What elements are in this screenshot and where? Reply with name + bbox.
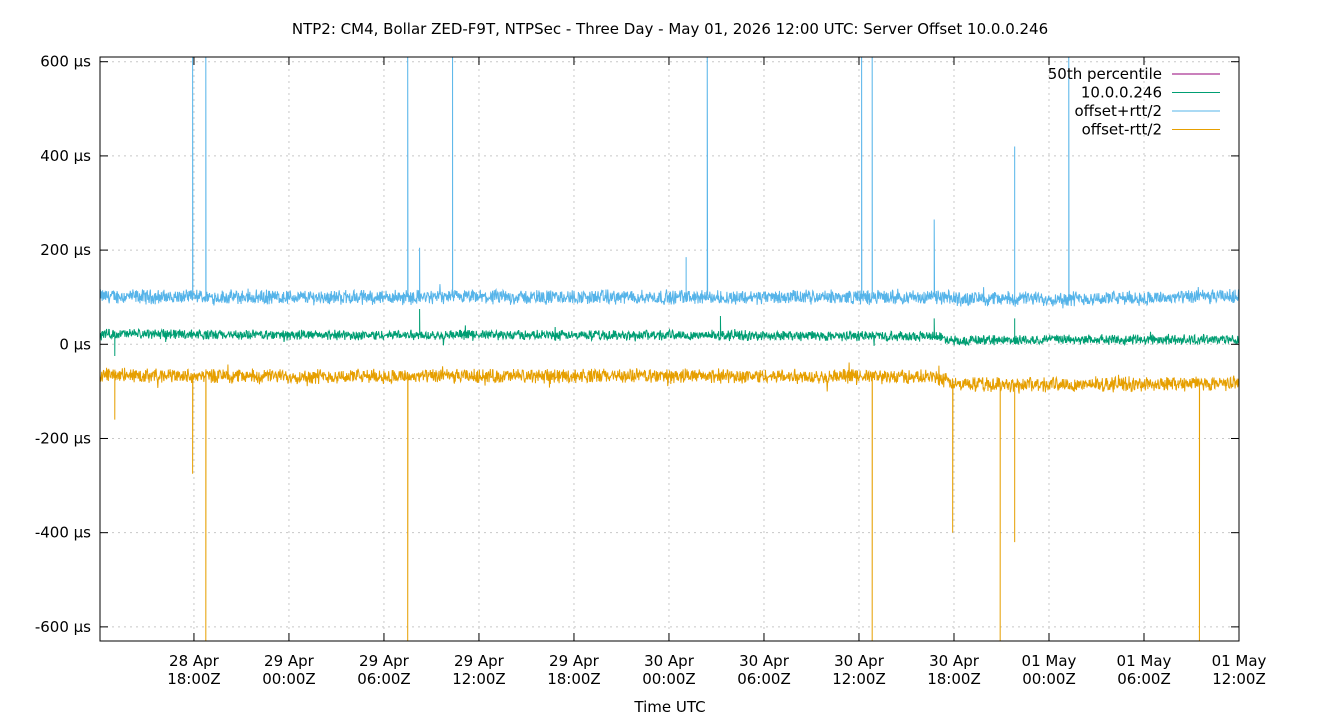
x-tick-label-date: 28 Apr bbox=[169, 652, 220, 670]
x-tick-label-time: 06:00Z bbox=[357, 670, 411, 688]
x-tick-label-time: 18:00Z bbox=[547, 670, 601, 688]
x-tick-label-time: 18:00Z bbox=[167, 670, 221, 688]
grid-lines bbox=[100, 57, 1240, 641]
x-tick-label-date: 30 Apr bbox=[929, 652, 980, 670]
x-tick-label-date: 01 May bbox=[1212, 652, 1267, 670]
series-line-10-0-0-246 bbox=[99, 308, 1240, 357]
x-tick-label-date: 29 Apr bbox=[359, 652, 410, 670]
x-tick-label-date: 29 Apr bbox=[454, 652, 505, 670]
series-line-offset-rtt-2 bbox=[99, 362, 1240, 642]
legend-entry-label: offset-rtt/2 bbox=[1082, 121, 1162, 139]
series-lines bbox=[99, 56, 1240, 642]
x-tick-label-date: 29 Apr bbox=[264, 652, 315, 670]
x-tick-label-date: 29 Apr bbox=[549, 652, 600, 670]
x-tick-label-time: 00:00Z bbox=[262, 670, 316, 688]
x-axis-label: Time UTC bbox=[633, 698, 705, 716]
y-tick-label: 200 µs bbox=[40, 241, 91, 259]
x-tick-label-time: 06:00Z bbox=[1117, 670, 1171, 688]
y-tick-label: -400 µs bbox=[35, 524, 91, 542]
x-tick-label-time: 18:00Z bbox=[927, 670, 981, 688]
x-tick-label-time: 12:00Z bbox=[452, 670, 506, 688]
x-tick-label-time: 00:00Z bbox=[1022, 670, 1076, 688]
x-tick-label-time: 12:00Z bbox=[1212, 670, 1266, 688]
x-tick-label-date: 30 Apr bbox=[739, 652, 790, 670]
plot-frame bbox=[99, 56, 1240, 642]
series-line-offset-rtt-2 bbox=[99, 56, 1240, 309]
legend: 50th percentile10.0.0.246offset+rtt/2off… bbox=[1048, 65, 1220, 139]
y-tick-label: 400 µs bbox=[40, 147, 91, 165]
y-tick-label: -200 µs bbox=[35, 429, 91, 447]
x-tick-label-date: 01 May bbox=[1117, 652, 1172, 670]
x-tick-label-time: 12:00Z bbox=[832, 670, 886, 688]
legend-entry-label: 50th percentile bbox=[1048, 65, 1162, 83]
x-tick-label-date: 01 May bbox=[1022, 652, 1077, 670]
x-tick-label-date: 30 Apr bbox=[834, 652, 885, 670]
y-tick-label: -600 µs bbox=[35, 618, 91, 636]
chart-title: NTP2: CM4, Bollar ZED-F9T, NTPSec - Thre… bbox=[292, 20, 1048, 38]
x-tick-label-time: 00:00Z bbox=[642, 670, 696, 688]
x-tick-label-date: 30 Apr bbox=[644, 652, 695, 670]
y-tick-label: 0 µs bbox=[59, 335, 91, 353]
axis-ticks: 600 µs 400 µs 200 µs 0 µs -200 µs -400 µs -600… bbox=[35, 53, 1267, 688]
y-tick-label: 600 µs bbox=[40, 53, 91, 71]
x-tick-label-time: 06:00Z bbox=[737, 670, 791, 688]
legend-entry-label: 10.0.0.246 bbox=[1081, 84, 1162, 102]
legend-entry-label: offset+rtt/2 bbox=[1074, 102, 1162, 120]
